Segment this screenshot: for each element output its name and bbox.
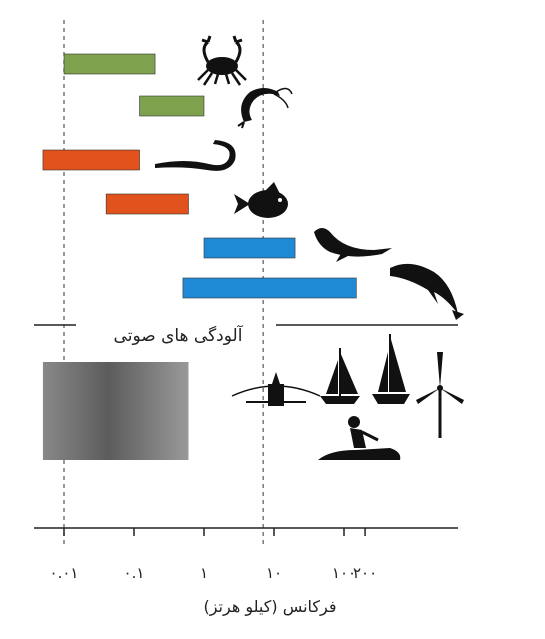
range-bar-fish <box>105 193 189 215</box>
animal-icons <box>155 35 464 460</box>
jetski-icon <box>318 416 401 460</box>
x-tick-label: ۱۰ <box>266 564 282 582</box>
range-bar-shrimp <box>139 95 205 117</box>
dolphin-icon <box>390 263 464 320</box>
noise-pollution-label: آلودگی های صوتی <box>114 324 244 346</box>
crab-icon <box>197 35 247 86</box>
boat-icon <box>231 372 321 406</box>
range-bar-dolphin <box>182 277 357 299</box>
range-bar-crab <box>63 53 156 75</box>
seal-icon <box>314 228 392 262</box>
x-tick-label: ۰.۰۱ <box>50 564 79 582</box>
x-tick-label: ۲۰۰ <box>353 564 377 582</box>
noise-pollution-section: آلودگی های صوتی <box>34 324 458 460</box>
wind-turbine-icon <box>416 352 464 438</box>
range-bar-eel <box>42 149 140 171</box>
range-bar-seal <box>203 237 296 259</box>
hearing-range-bars <box>42 53 357 299</box>
x-tick-label: ۱ <box>200 564 208 582</box>
sailboat-large-icon <box>372 334 410 404</box>
noise-frequency-range <box>42 362 189 460</box>
x-tick-label: ۰.۱ <box>124 564 145 582</box>
shrimp-icon <box>237 87 293 129</box>
x-tick-label: ۱۰۰ <box>332 564 356 582</box>
fish-icon <box>234 182 288 218</box>
sailboat-icon <box>320 348 360 404</box>
x-axis-title: فرکانس (کیلو هرتز) <box>203 597 336 617</box>
eel-icon <box>155 140 236 171</box>
